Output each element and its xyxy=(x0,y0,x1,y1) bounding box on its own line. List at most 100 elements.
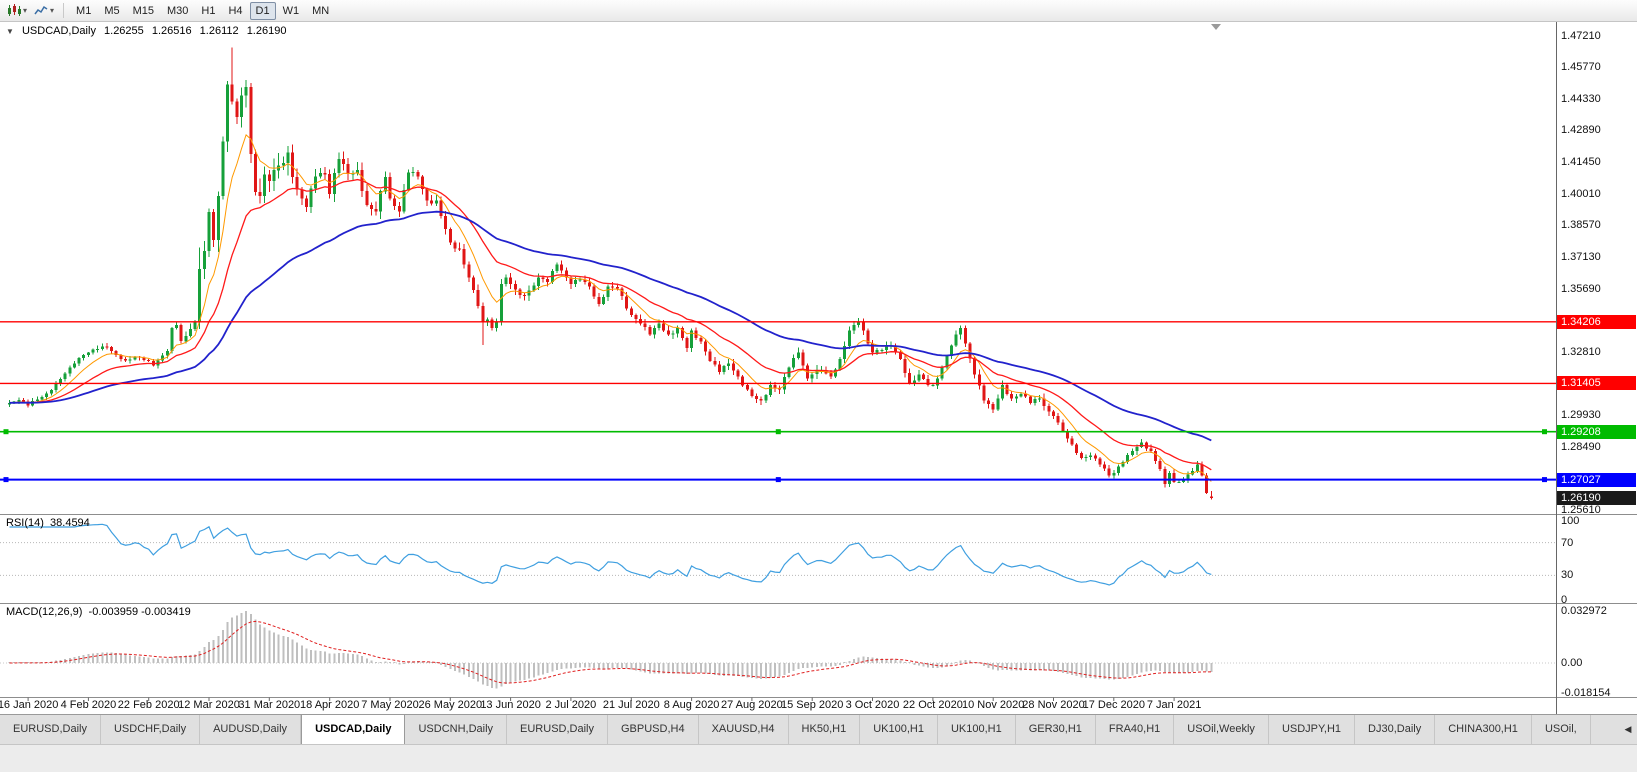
macd-name: MACD(12,26,9) xyxy=(6,606,83,618)
price-axis-label: 1.29930 xyxy=(1561,409,1601,422)
timeframe-mn[interactable]: MN xyxy=(312,4,330,17)
rsi-value: 38.4594 xyxy=(50,517,90,529)
chart-tab[interactable]: EURUSD,Daily xyxy=(0,715,101,744)
timeframe-m1[interactable]: M1 xyxy=(76,4,92,17)
price-axis-label: 1.38570 xyxy=(1561,219,1601,232)
moving-average-8 xyxy=(9,134,1212,482)
chart-tab[interactable]: XAUUSD,H4 xyxy=(698,715,789,744)
chart-tab[interactable]: USDCHF,Daily xyxy=(100,715,201,744)
chart-tab[interactable]: USDCNH,Daily xyxy=(405,715,508,744)
date-label: 16 Jan 2020 xyxy=(0,699,59,711)
chart-tab[interactable]: GBPUSD,H4 xyxy=(608,715,699,744)
date-label: 7 Jan 2021 xyxy=(1146,699,1202,711)
chart-shift-marker-icon[interactable] xyxy=(1211,24,1221,30)
timeframe-buttons: M1 M5 M15 M30 H1 H4 D1 W1 MN xyxy=(70,1,335,20)
tab-scroll-left-button[interactable]: ◀ xyxy=(1624,724,1632,734)
date-label: 26 May 2020 xyxy=(418,699,483,711)
hline-price-tag: 1.27027 xyxy=(1557,472,1636,487)
chart-tab[interactable]: EURUSD,Daily xyxy=(507,715,608,744)
date-label: 10 Nov 2020 xyxy=(961,699,1025,711)
current-price-tag: 1.26190 xyxy=(1557,491,1636,505)
price-axis-label: 1.41450 xyxy=(1561,156,1601,169)
rsi-axis-label: 30 xyxy=(1561,569,1574,582)
timeframe-m15[interactable]: M15 xyxy=(132,4,154,17)
date-label: 31 Mar 2020 xyxy=(238,699,301,711)
chart-tab[interactable]: AUDUSD,Daily xyxy=(200,715,302,744)
horizontal-line-1.27027[interactable] xyxy=(0,477,1557,483)
chart-background xyxy=(0,22,1637,714)
timeframe-m5[interactable]: M5 xyxy=(104,4,120,17)
macd-label: MACD(12,26,9) -0.003959 -0.003419 xyxy=(6,606,191,618)
indicator-line-icon xyxy=(34,5,48,15)
hline-price-tag: 1.34206 xyxy=(1557,314,1636,329)
timeframe-w1[interactable]: W1 xyxy=(282,4,300,17)
chart-tab[interactable]: USOil, xyxy=(1531,715,1591,744)
timeframe-h4[interactable]: H4 xyxy=(228,4,243,17)
symbol-marker-icon: ▼ xyxy=(6,27,14,36)
toolbar-separator xyxy=(63,3,65,18)
price-axis-label: 1.40010 xyxy=(1561,187,1601,200)
dropdown-arrow-icon: ▾ xyxy=(50,5,55,15)
rsi-axis-label: 0 xyxy=(1561,594,1568,606)
chart-tabs-bar: EURUSD,Daily USDCHF,Daily AUDUSD,Daily USDC… xyxy=(0,714,1637,744)
chart-symbol-label: ▼ USDCAD,Daily 1.26255 1.26516 1.26112 1… xyxy=(6,25,291,37)
chart-tab[interactable]: CHINA300,H1 xyxy=(1435,715,1532,744)
chart-tab[interactable]: DJ30,Daily xyxy=(1355,715,1436,744)
price-axis-label: 1.32810 xyxy=(1561,346,1601,358)
date-label: 2 Jul 2020 xyxy=(545,699,597,711)
date-label: 7 May 2020 xyxy=(361,699,419,711)
rsi-axis-label: 100 xyxy=(1561,515,1580,527)
price-axis-label: 1.42890 xyxy=(1561,124,1601,137)
date-label: 8 Aug 2020 xyxy=(663,699,720,711)
status-bar xyxy=(0,744,1637,772)
timeframe-d1[interactable]: D1 xyxy=(249,1,276,20)
indicators-button[interactable]: ▾ xyxy=(31,3,57,18)
date-label: 3 Oct 2020 xyxy=(845,699,900,711)
price-axis-label: 1.28490 xyxy=(1561,440,1601,453)
top-toolbar: ▾ ▾ M1 M5 M15 M30 H1 H4 D1 W1 MN xyxy=(0,0,1637,22)
rsi-line xyxy=(9,523,1212,586)
chart-type-button[interactable]: ▾ xyxy=(4,3,30,18)
rsi-axis-label: 70 xyxy=(1561,536,1574,549)
ohlc-high: 1.26516 xyxy=(151,25,192,37)
line-handle[interactable] xyxy=(1542,477,1547,483)
date-label: 28 Nov 2020 xyxy=(1022,699,1085,711)
line-handle[interactable] xyxy=(1542,429,1547,435)
macd-values: -0.003959 -0.003419 xyxy=(88,606,191,618)
hline-price-tag: 1.29208 xyxy=(1557,424,1636,439)
price-axis-label: 1.47210 xyxy=(1561,29,1601,42)
line-handle[interactable] xyxy=(3,429,9,435)
timeframe-h1[interactable]: H1 xyxy=(201,4,216,17)
date-label: 13 Jun 2020 xyxy=(480,699,541,711)
price-axis-label: 1.44330 xyxy=(1561,92,1601,105)
chart-tab[interactable]: USDCAD,Daily xyxy=(301,715,406,744)
timeframe-m30[interactable]: M30 xyxy=(167,4,189,17)
chart-tab[interactable]: UK100,H1 xyxy=(860,715,938,744)
macd-signal-line xyxy=(9,620,1212,684)
rsi-name: RSI(14) xyxy=(6,517,44,529)
line-handle[interactable] xyxy=(3,477,9,483)
line-handle[interactable] xyxy=(775,477,781,483)
chart-tab[interactable]: HK50,H1 xyxy=(788,715,861,744)
price-axis-label: 1.45770 xyxy=(1561,61,1601,74)
macd-axis-label: -0.018154 xyxy=(1561,687,1611,699)
chart-tab[interactable]: USDJPY,H1 xyxy=(1268,715,1356,744)
dropdown-arrow-icon: ▾ xyxy=(23,5,28,15)
date-label: 22 Feb 2020 xyxy=(117,699,180,711)
line-handle[interactable] xyxy=(775,429,781,435)
horizontal-line-1.29208[interactable] xyxy=(0,429,1557,435)
chart-tab[interactable]: FRA40,H1 xyxy=(1095,715,1175,744)
chart-tab[interactable]: USOil,Weekly xyxy=(1174,715,1269,744)
ohlc-open: 1.26255 xyxy=(104,25,144,37)
price-axis-label: 1.25610 xyxy=(1561,504,1601,517)
ohlc-low: 1.26112 xyxy=(199,25,239,37)
macd-pane xyxy=(0,611,1557,689)
chart-tab[interactable]: UK100,H1 xyxy=(937,715,1016,744)
chart-tab[interactable]: GER30,H1 xyxy=(1015,715,1096,744)
price-axis-label: 1.37130 xyxy=(1561,251,1601,264)
moving-average-55 xyxy=(9,210,1212,442)
date-label: 12 Mar 2020 xyxy=(178,699,240,711)
price-axis-label: 1.35690 xyxy=(1561,282,1601,295)
